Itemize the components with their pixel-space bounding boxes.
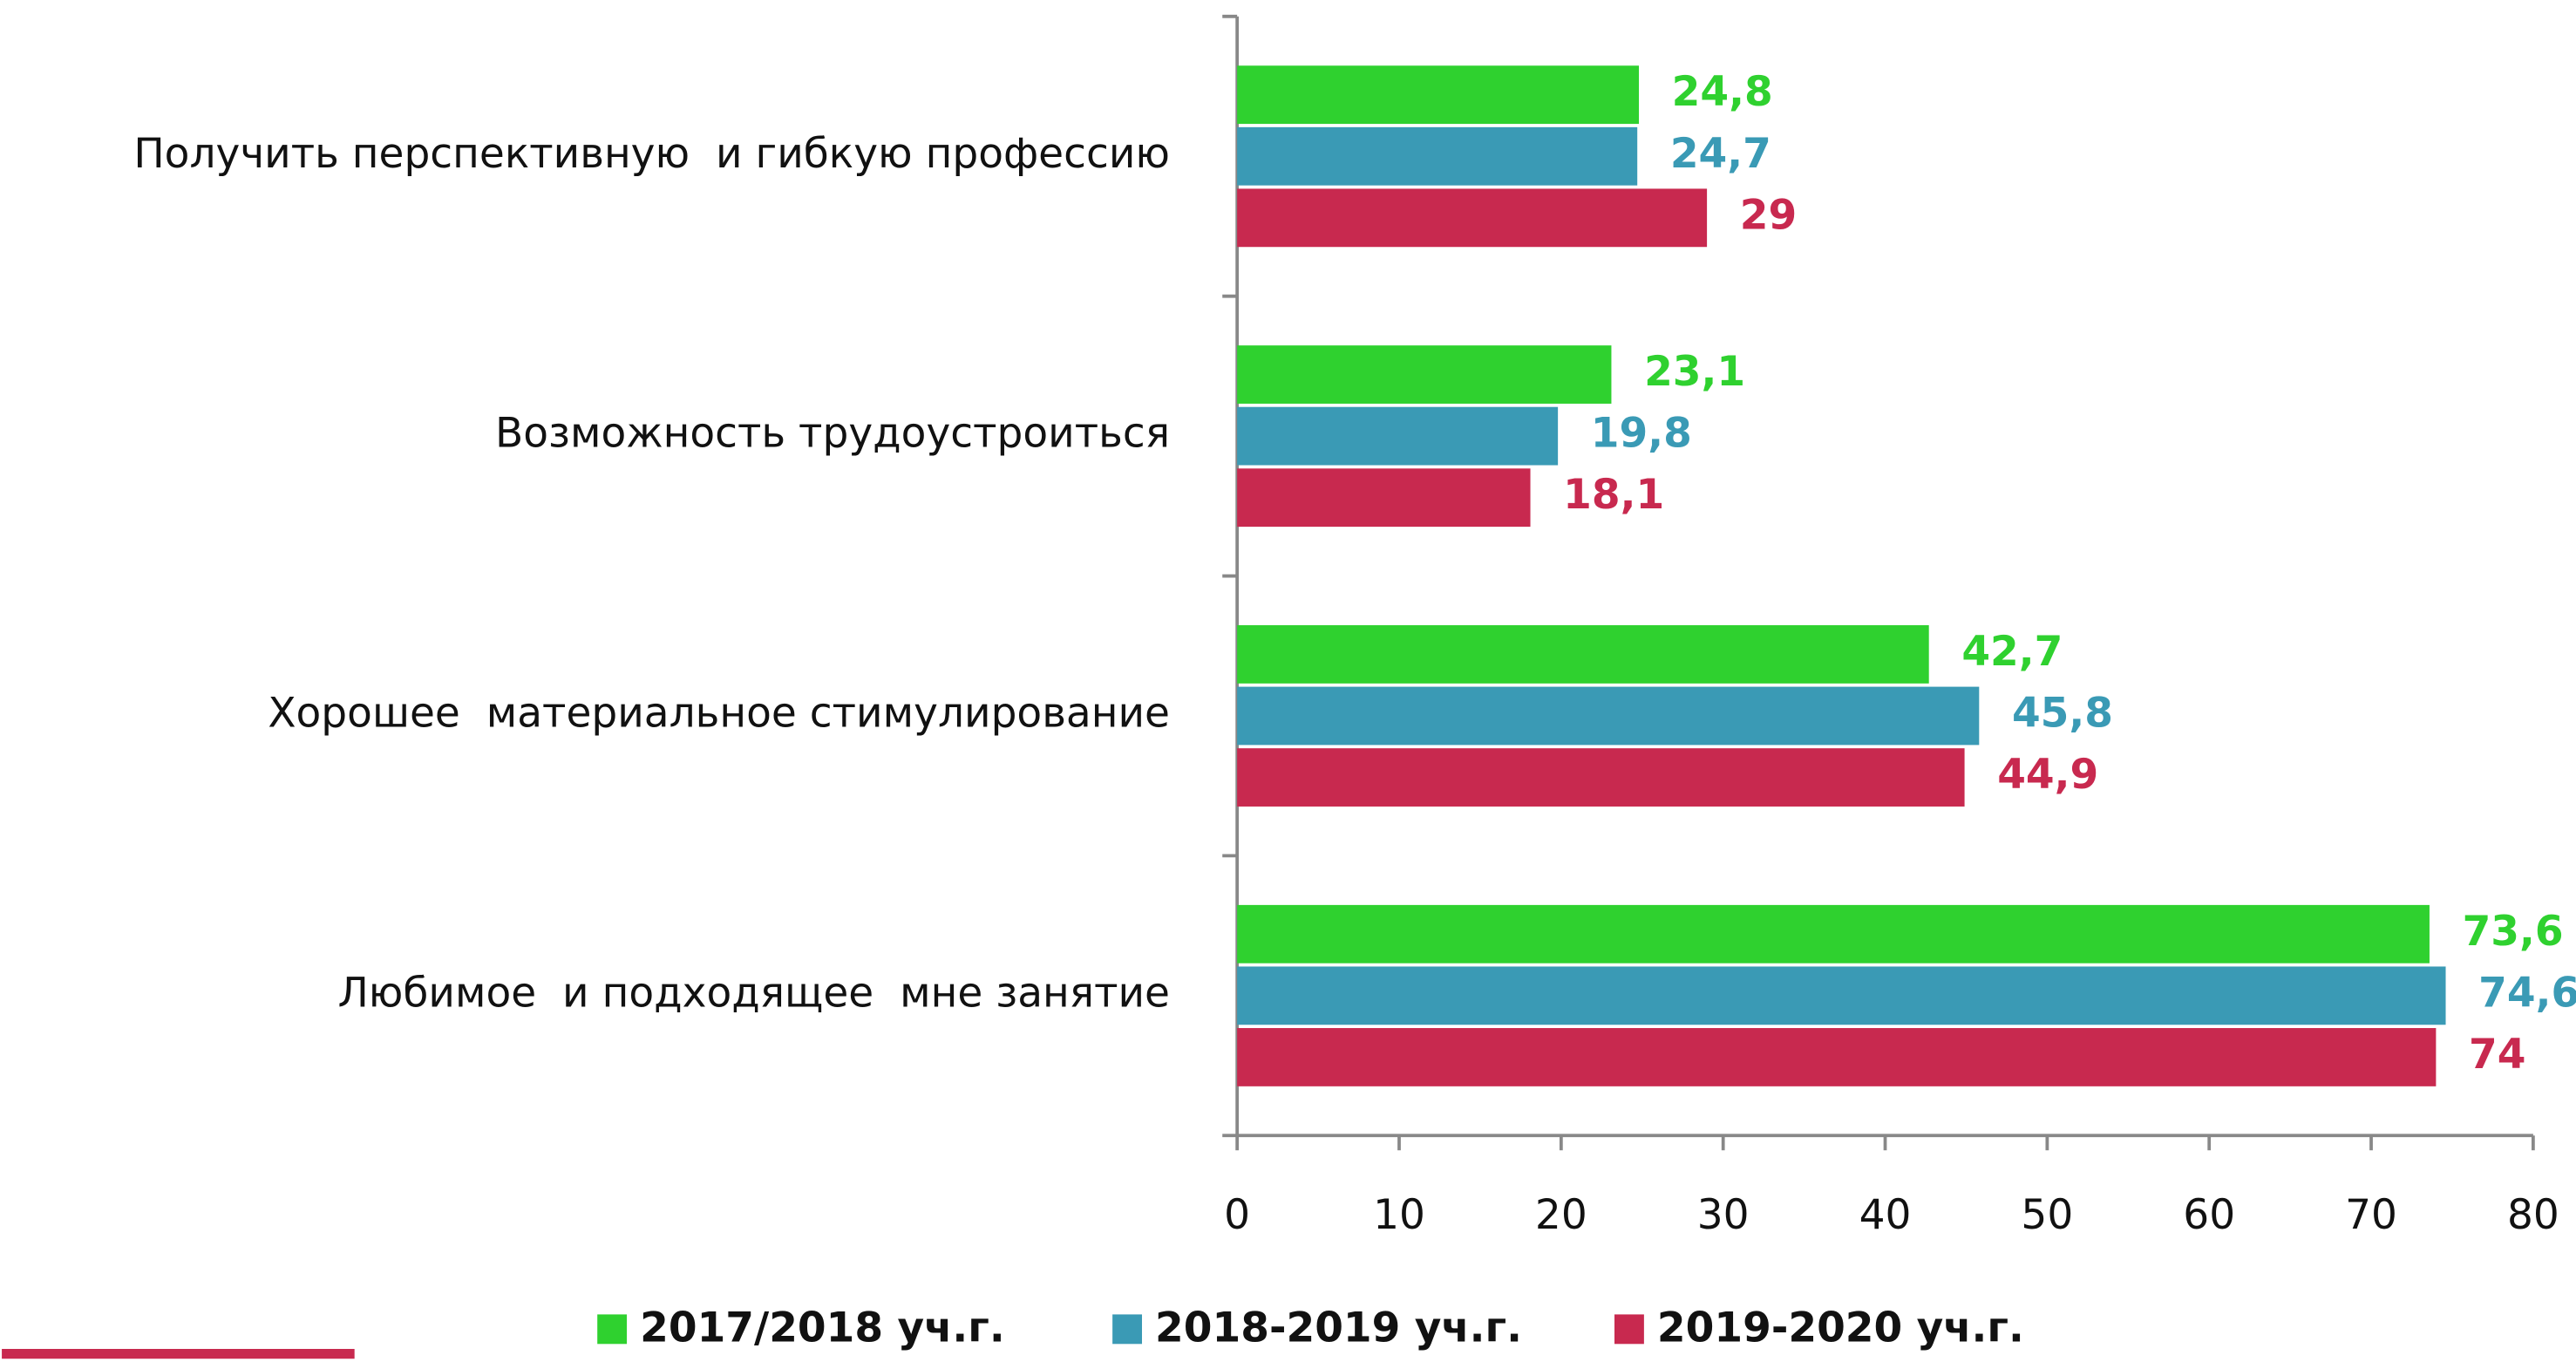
legend-label: 2018-2019 уч.г.	[1155, 1304, 1522, 1352]
bar	[1237, 65, 1640, 125]
bar	[1237, 406, 1559, 466]
bar	[1237, 625, 1929, 684]
x-tick-label: 10	[1373, 1191, 1425, 1239]
value-label: 74,6	[2478, 969, 2576, 1017]
bar	[1237, 1028, 2437, 1086]
value-label: 42,7	[1961, 628, 2063, 676]
value-label: 24,8	[1672, 68, 1773, 116]
category-label: Возможность трудоустроиться	[495, 410, 1170, 458]
value-label: 74	[2469, 1031, 2525, 1079]
legend-swatch	[597, 1314, 628, 1345]
legend-label: 2019-2020 уч.г.	[1657, 1304, 2024, 1352]
legend-swatch	[1112, 1314, 1143, 1345]
bar	[1237, 904, 2430, 964]
value-label: 45,8	[2012, 689, 2113, 737]
bar	[1237, 126, 1638, 186]
bar	[1237, 966, 2446, 1025]
bar	[1237, 188, 1708, 248]
legend-swatch	[1614, 1314, 1644, 1345]
category-label: Получить перспективную и гибкую професси…	[133, 130, 1170, 178]
x-tick-label: 70	[2345, 1191, 2397, 1239]
value-label: 73,6	[2463, 908, 2564, 956]
bar	[1237, 345, 1612, 404]
x-tick-label: 80	[2507, 1191, 2559, 1239]
category-label: Хорошее материальное стимулирование	[268, 689, 1170, 737]
category-label: Любимое и подходящее мне занятие	[337, 969, 1170, 1017]
bar	[1237, 748, 1965, 807]
x-tick-label: 40	[1859, 1191, 1912, 1239]
x-tick-label: 30	[1697, 1191, 1750, 1239]
value-label: 44,9	[1997, 751, 2098, 799]
value-label: 19,8	[1591, 410, 1692, 458]
x-tick-label: 20	[1535, 1191, 1587, 1239]
legend-label: 2017/2018 уч.г.	[640, 1304, 1005, 1352]
value-label: 23,1	[1644, 348, 1745, 396]
x-tick-label: 50	[2021, 1191, 2073, 1239]
bar	[1237, 468, 1531, 528]
value-label: 29	[1740, 191, 1797, 239]
bar	[1237, 686, 1980, 746]
value-label: 18,1	[1563, 471, 1664, 519]
x-tick-label: 60	[2183, 1191, 2235, 1239]
value-label: 24,7	[1670, 130, 1771, 178]
x-tick-label: 0	[1224, 1191, 1250, 1239]
